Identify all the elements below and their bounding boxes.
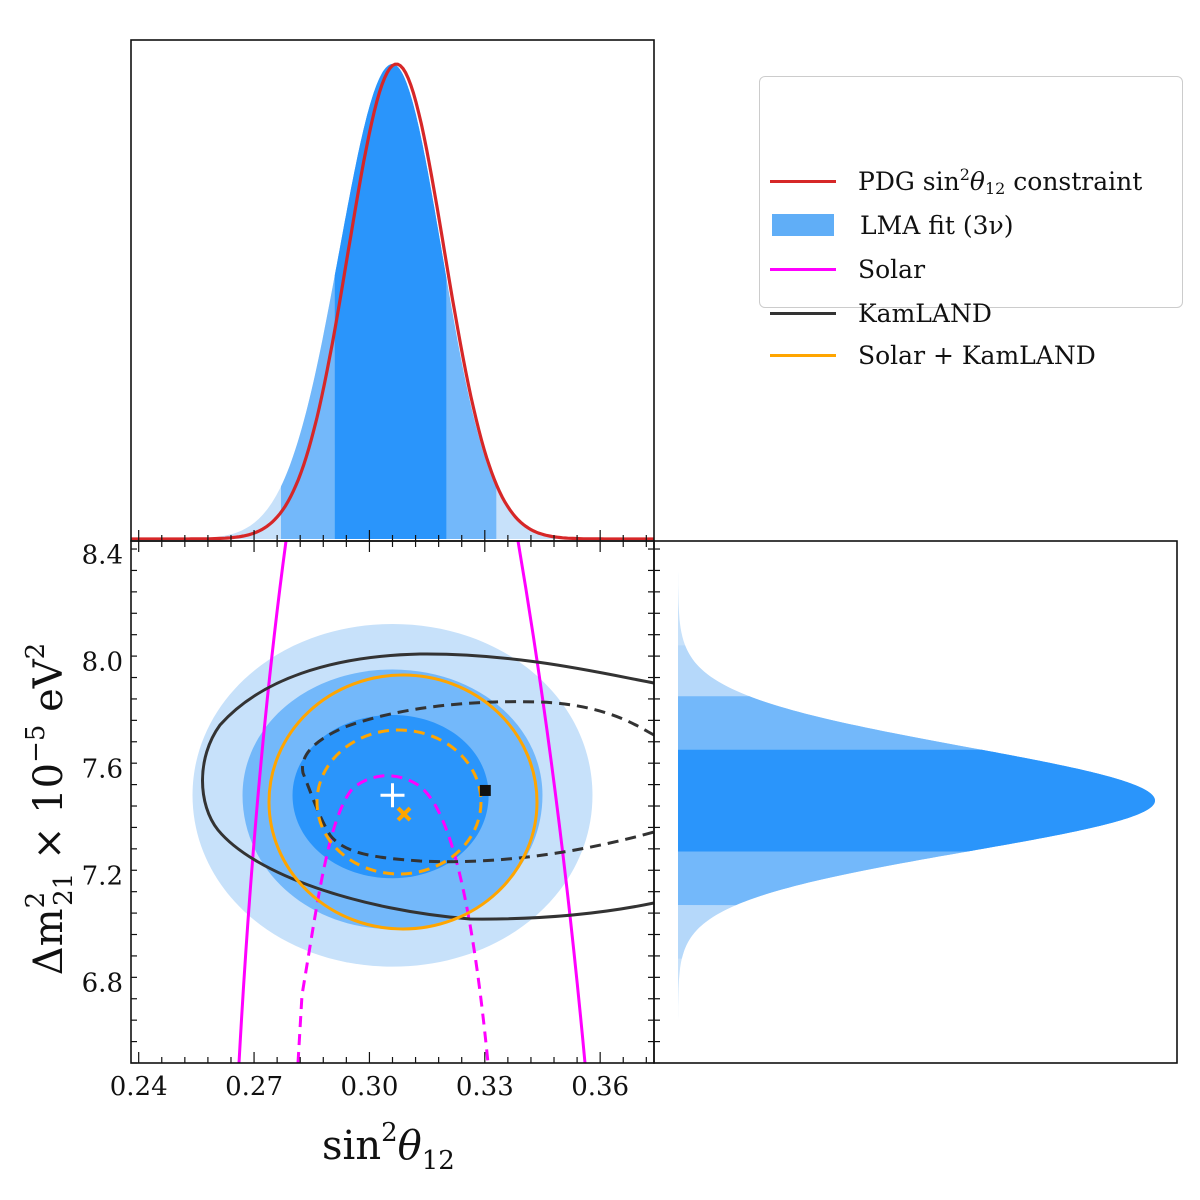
legend-entry-lma: LMA fit (3ν) [770, 205, 1013, 245]
y-tick-label: 7.6 [82, 755, 123, 785]
solar-kamland-line-swatch [770, 353, 836, 357]
kamland-line-swatch [770, 311, 836, 315]
right-marginal-panel [678, 541, 1155, 1063]
solar-line-swatch [770, 267, 836, 271]
x-tick-label: 0.27 [225, 1072, 283, 1102]
kamland-contour-solid [201, 652, 654, 921]
kamland-best-fit-marker [479, 784, 491, 796]
y-tick-label: 8.4 [82, 540, 123, 570]
solar-kamland-contour-solid [267, 673, 539, 931]
axis-ticks: 0.24 0.27 0.30 0.33 0.36 6.8 7.2 7.6 8.0 8.4 [82, 530, 660, 1102]
solar-contour-dashed [296, 774, 490, 1063]
lma-marginal-y-1sigma-band [678, 749, 1155, 852]
right-panel-frame [653, 540, 1178, 1064]
legend-label-solar-kamland: Solar + KamLAND [858, 340, 1096, 370]
x-tick-label: 0.30 [340, 1072, 398, 1102]
legend-label-lma: LMA fit (3ν) [860, 210, 1014, 240]
legend-label-solar: Solar [858, 254, 926, 284]
lma-marginal-x-1sigma-band [334, 64, 447, 539]
x-tick-label: 0.33 [456, 1072, 514, 1102]
pdg-constraint-curve [131, 62, 654, 540]
y-tick-label: 7.2 [82, 862, 123, 892]
legend: PDG sin2θ12 constraint LMA fit (3ν) Sola… [759, 76, 1183, 370]
legend-entry-pdg: PDG sin2θ12 constraint [770, 161, 1142, 201]
top-marginal-panel [131, 62, 654, 540]
legend-label-kamland: KamLAND [858, 298, 992, 328]
legend-entry-solar: Solar [770, 249, 925, 289]
solar-kamland-best-fit-marker [396, 806, 412, 822]
x-axis-label: sin2θ12 [322, 1118, 455, 1176]
pdg-line-swatch [770, 179, 836, 183]
joint-contour-panel [192, 541, 654, 1063]
legend-entry-kamland: KamLAND [770, 293, 992, 333]
y-axis-label: Δm221 × 10−5 eV2 [21, 642, 79, 976]
x-tick-label: 0.36 [571, 1072, 629, 1102]
kamland-contour-dashed [301, 700, 654, 864]
solar-contour-right-solid [516, 541, 587, 1063]
y-tick-label: 6.8 [82, 969, 123, 999]
x-tick-label: 0.24 [110, 1072, 168, 1102]
lma-best-fit-marker [380, 783, 405, 808]
solar-kamland-contour-dashed [315, 728, 483, 876]
legend-entry-solar-kamland: Solar + KamLAND [770, 335, 1096, 375]
lma-patch-swatch [772, 214, 834, 236]
solar-contour-left-solid [237, 541, 288, 1063]
y-tick-label: 8.0 [82, 647, 123, 677]
legend-label-pdg: PDG sin2θ12 constraint [858, 164, 1143, 198]
